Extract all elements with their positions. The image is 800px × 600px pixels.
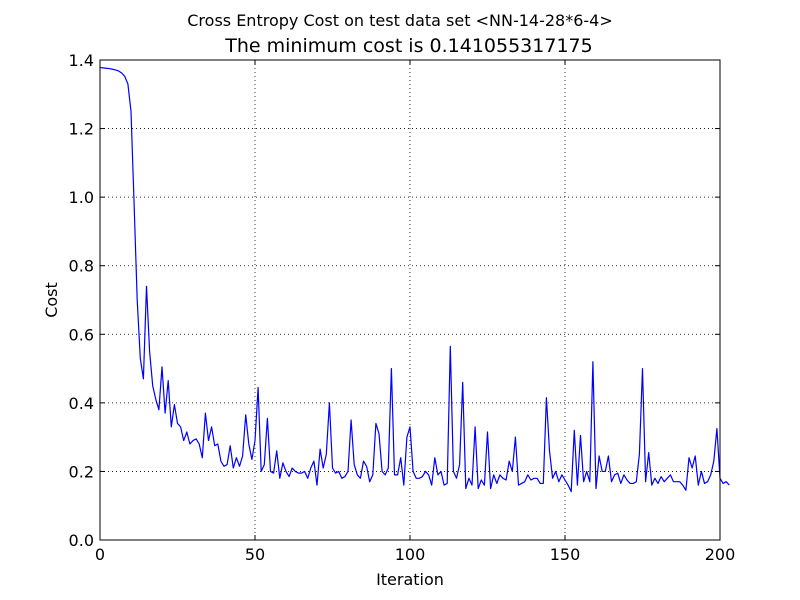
x-tick-label: 200 — [705, 545, 736, 564]
y-tick-label: 0.0 — [69, 531, 94, 550]
x-tick-label: 100 — [395, 545, 426, 564]
y-tick-label: 0.4 — [69, 394, 94, 413]
y-tick-label: 1.2 — [69, 120, 94, 139]
ticks: 0 50 100 150 200 0.0 0.2 0.4 0.6 0.8 1.0 1.2 1.4 — [69, 51, 736, 564]
y-tick-label: 0.2 — [69, 462, 94, 481]
x-tick-label: 0 — [95, 545, 105, 564]
series-layer — [99, 66, 730, 493]
y-tick-label: 1.4 — [69, 51, 94, 70]
chart-suptitle: Cross Entropy Cost on test data set <NN-… — [187, 11, 613, 30]
cost-series-line — [99, 66, 730, 493]
y-axis-label: Cost — [42, 282, 61, 318]
x-axis-label: Iteration — [376, 570, 444, 589]
x-tick-label: 50 — [245, 545, 265, 564]
x-tick-label: 150 — [550, 545, 581, 564]
chart-title: The minimum cost is 0.141055317175 — [224, 35, 592, 57]
y-tick-label: 0.8 — [69, 257, 94, 276]
y-tick-label: 1.0 — [69, 188, 94, 207]
y-tick-label: 0.6 — [69, 325, 94, 344]
grid — [100, 60, 720, 540]
